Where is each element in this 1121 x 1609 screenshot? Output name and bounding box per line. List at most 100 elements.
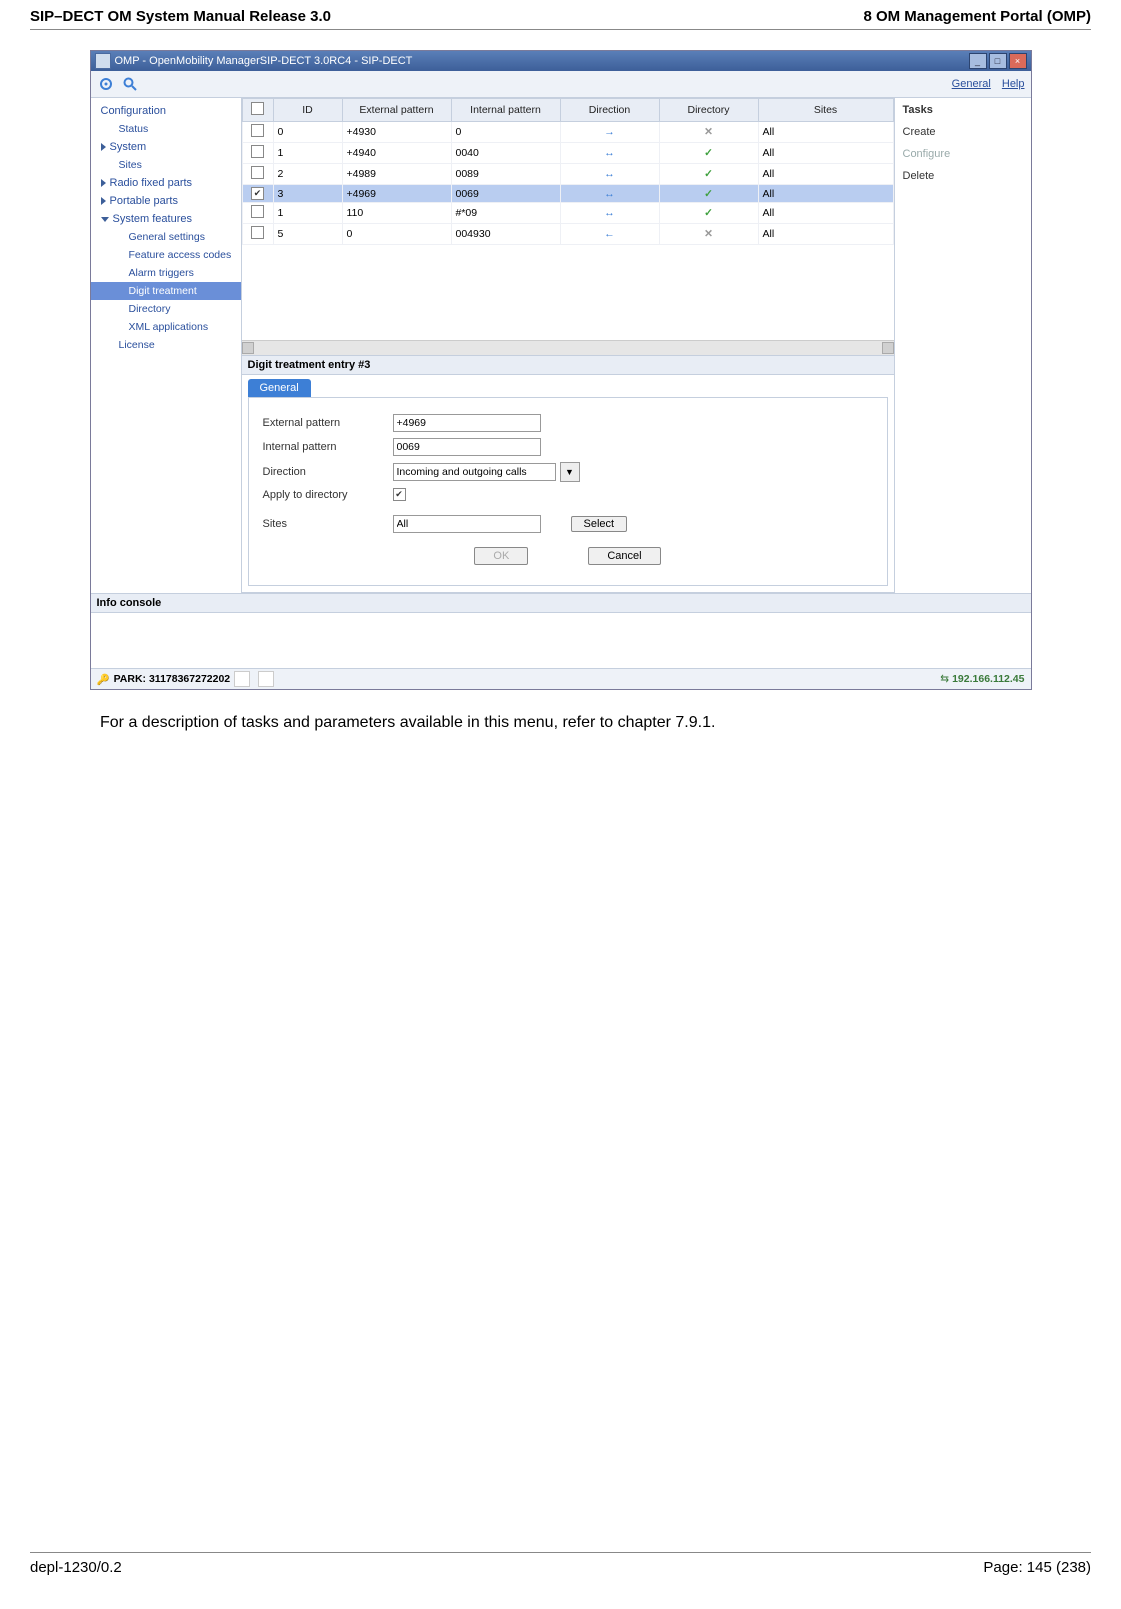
direction-select[interactable] [393,463,556,481]
network-icon: ⇆ [940,673,949,685]
col-direction[interactable]: Direction [560,99,659,122]
table-row[interactable]: 1+49400040↔✓All [242,143,893,164]
sites-input[interactable] [393,515,541,533]
row-checkbox[interactable] [251,145,264,158]
cell-id: 1 [273,203,342,224]
nav-alarm-triggers[interactable]: Alarm triggers [91,264,241,282]
apply-directory-label: Apply to directory [263,489,393,501]
cell-external: 110 [342,203,451,224]
col-external[interactable]: External pattern [342,99,451,122]
nav-directory[interactable]: Directory [91,300,241,318]
cell-external: 0 [342,224,451,245]
cell-id: 3 [273,185,342,203]
col-directory[interactable]: Directory [659,99,758,122]
task-configure[interactable]: Configure [903,148,1023,160]
col-sites[interactable]: Sites [758,99,893,122]
dropdown-icon[interactable]: ▼ [560,462,580,482]
general-link[interactable]: General [952,78,991,90]
table-row[interactable]: 0+49300→✕All [242,122,893,143]
cell-internal: #*09 [451,203,560,224]
cell-id: 1 [273,143,342,164]
table-row[interactable]: 2+49890089↔✓All [242,164,893,185]
select-all-checkbox[interactable] [251,102,264,115]
cell-sites: All [758,164,893,185]
row-checkbox[interactable] [251,124,264,137]
nav-status[interactable]: Status [91,120,241,138]
cancel-button[interactable]: Cancel [588,547,660,565]
toolbar: General Help [91,71,1031,98]
nav-rfp-label: Radio fixed parts [110,177,193,189]
close-button[interactable]: × [1009,53,1027,69]
maximize-button[interactable]: □ [989,53,1007,69]
row-checkbox[interactable] [251,205,264,218]
search-icon[interactable] [121,75,139,93]
nav-license[interactable]: License [91,336,241,354]
cell-sites: All [758,185,893,203]
ok-button[interactable]: OK [474,547,528,565]
nav-configuration[interactable]: Configuration [91,102,241,120]
table-row[interactable]: 3+49690069↔✓All [242,185,893,203]
table-row[interactable]: 50004930←✕All [242,224,893,245]
gear-icon[interactable] [97,75,115,93]
nav-system-features[interactable]: System features [91,210,241,228]
direction-icon: ↔ [604,147,615,159]
cell-external: +4989 [342,164,451,185]
cell-id: 0 [273,122,342,143]
row-checkbox[interactable] [251,187,264,200]
window-title: OMP - OpenMobility ManagerSIP-DECT 3.0RC… [115,55,413,67]
nav-feature-access-codes[interactable]: Feature access codes [91,246,241,264]
application-window: OMP - OpenMobility ManagerSIP-DECT 3.0RC… [90,50,1032,690]
directory-icon: ✓ [704,188,713,200]
row-checkbox[interactable] [251,166,264,179]
direction-icon: → [604,126,615,138]
nav-xml-applications[interactable]: XML applications [91,318,241,336]
task-create[interactable]: Create [903,126,1023,138]
expand-icon [101,143,106,151]
cell-external: +4930 [342,122,451,143]
cell-internal: 0040 [451,143,560,164]
task-delete[interactable]: Delete [903,170,1023,182]
titlebar: OMP - OpenMobility ManagerSIP-DECT 3.0RC… [91,51,1031,71]
cell-internal: 0069 [451,185,560,203]
col-internal[interactable]: Internal pattern [451,99,560,122]
digit-treatment-table: ID External pattern Internal pattern Dir… [242,98,894,245]
directory-icon: ✓ [704,147,713,159]
external-pattern-input[interactable] [393,414,541,432]
internal-pattern-input[interactable] [393,438,541,456]
col-id[interactable]: ID [273,99,342,122]
nav-digit-treatment[interactable]: Digit treatment [91,282,241,300]
sites-label: Sites [263,518,393,530]
tasks-header: Tasks [903,104,1023,116]
nav-radio-fixed-parts[interactable]: Radio fixed parts [91,174,241,192]
internal-pattern-label: Internal pattern [263,441,393,453]
cell-internal: 004930 [451,224,560,245]
caption-text: For a description of tasks and parameter… [30,700,1091,732]
cell-sites: All [758,122,893,143]
directory-icon: ✕ [704,228,713,240]
minimize-button[interactable]: _ [969,53,987,69]
nav-sf-label: System features [113,213,192,225]
key-icon: 🔑 [97,673,110,686]
apply-directory-checkbox[interactable] [393,488,406,501]
nav-portable-parts[interactable]: Portable parts [91,192,241,210]
expand-icon [101,197,106,205]
nav-general-settings[interactable]: General settings [91,228,241,246]
row-checkbox[interactable] [251,226,264,239]
doc-footer-right: Page: 145 (238) [983,1559,1091,1576]
nav-pp-label: Portable parts [110,195,178,207]
app-icon [95,53,111,69]
collapse-icon [101,217,109,222]
nav-system[interactable]: System [91,138,241,156]
nav-sites[interactable]: Sites [91,156,241,174]
direction-icon: ↔ [604,168,615,180]
help-link[interactable]: Help [1002,78,1025,90]
form-title: Digit treatment entry #3 [242,356,894,375]
park-value: PARK: 31178367272202 [114,673,231,685]
table-row[interactable]: 1110#*09↔✓All [242,203,893,224]
select-sites-button[interactable]: Select [571,516,628,532]
horizontal-scrollbar[interactable] [242,340,894,355]
statusbar: 🔑 PARK: 31178367272202 ⇆ 192.166.112.45 [91,668,1031,689]
tab-general[interactable]: General [248,379,311,397]
cell-sites: All [758,224,893,245]
doc-header-left: SIP–DECT OM System Manual Release 3.0 [30,8,331,25]
